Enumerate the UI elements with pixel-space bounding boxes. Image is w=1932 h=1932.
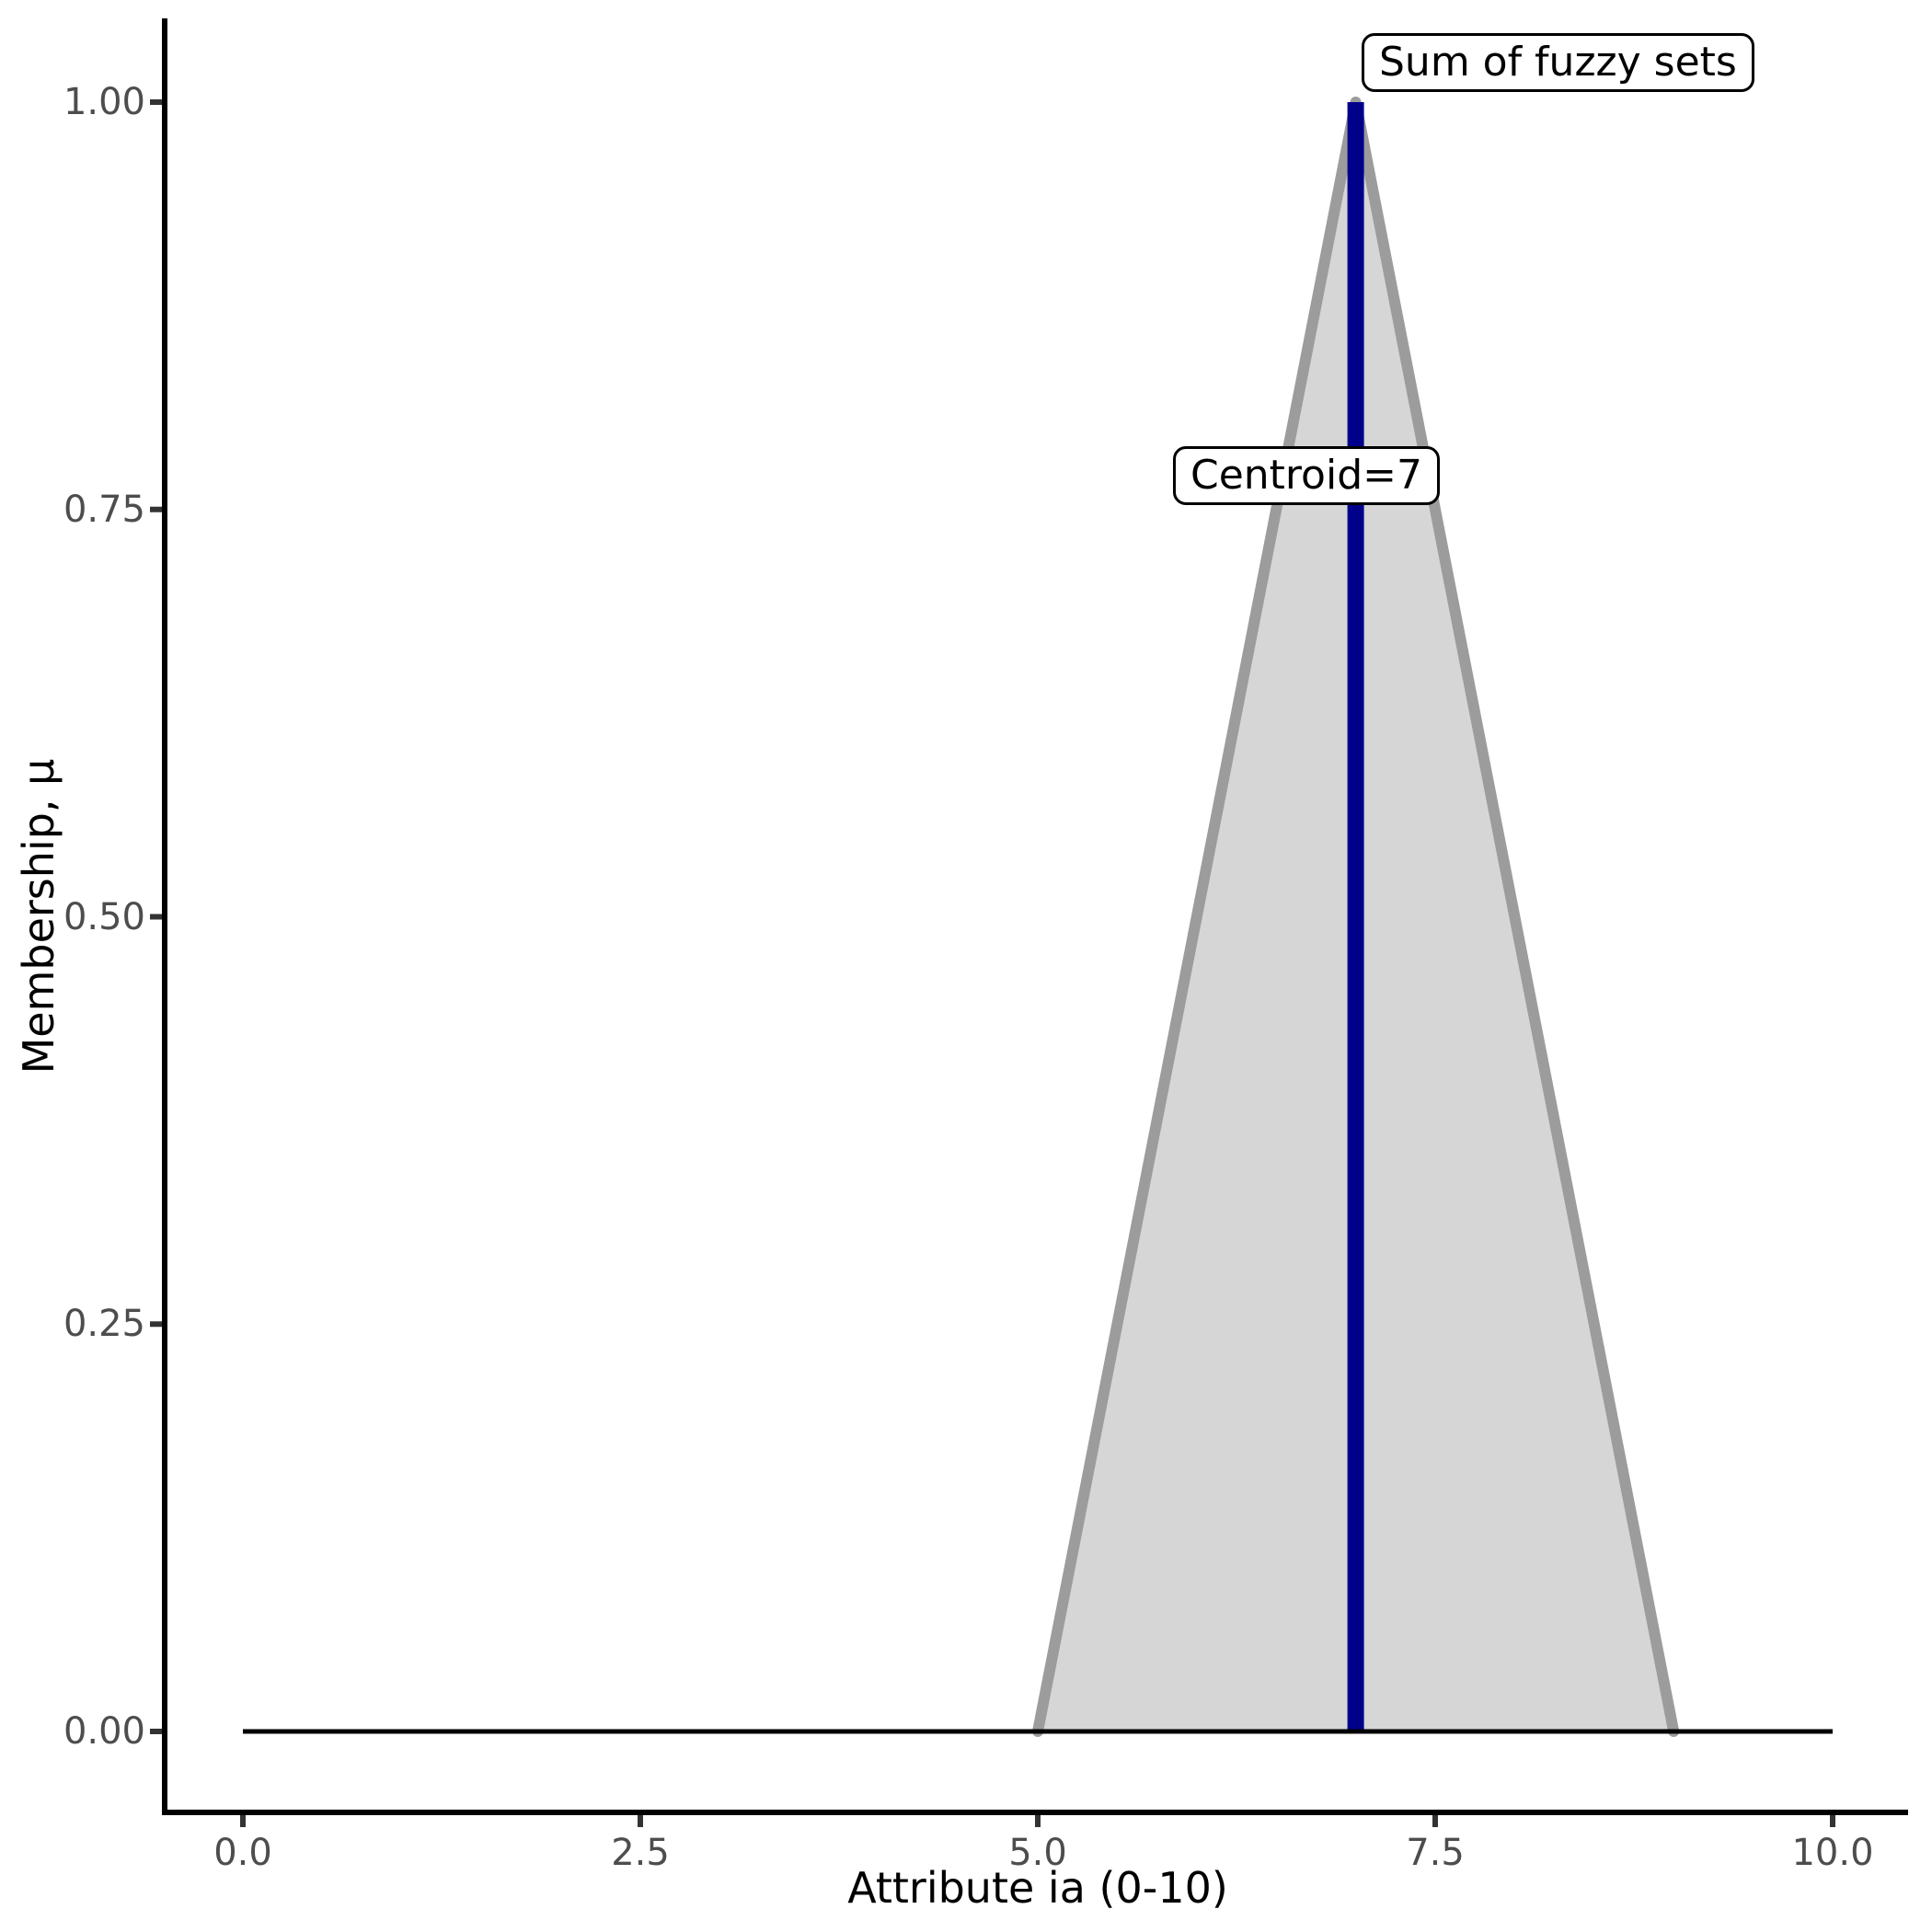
x-tick-label: 5.0	[1008, 1832, 1067, 1874]
x-axis-title: Attribute ia (0-10)	[847, 1863, 1228, 1913]
y-tick-label: 0.50	[63, 895, 145, 938]
centroid-label: Centroid=7	[1173, 446, 1440, 505]
x-tick-label: 10.0	[1791, 1832, 1874, 1874]
x-tick-label: 2.5	[611, 1832, 670, 1874]
y-tick-label: 0.75	[63, 488, 145, 531]
y-tick-label: 1.00	[63, 81, 145, 123]
x-tick-label: 7.5	[1406, 1832, 1465, 1874]
x-tick-label: 0.0	[213, 1832, 272, 1874]
sum-of-fuzzy-sets-label: Sum of fuzzy sets	[1362, 33, 1754, 92]
y-tick-label: 0.00	[63, 1710, 145, 1753]
y-tick-label: 0.25	[63, 1303, 145, 1346]
